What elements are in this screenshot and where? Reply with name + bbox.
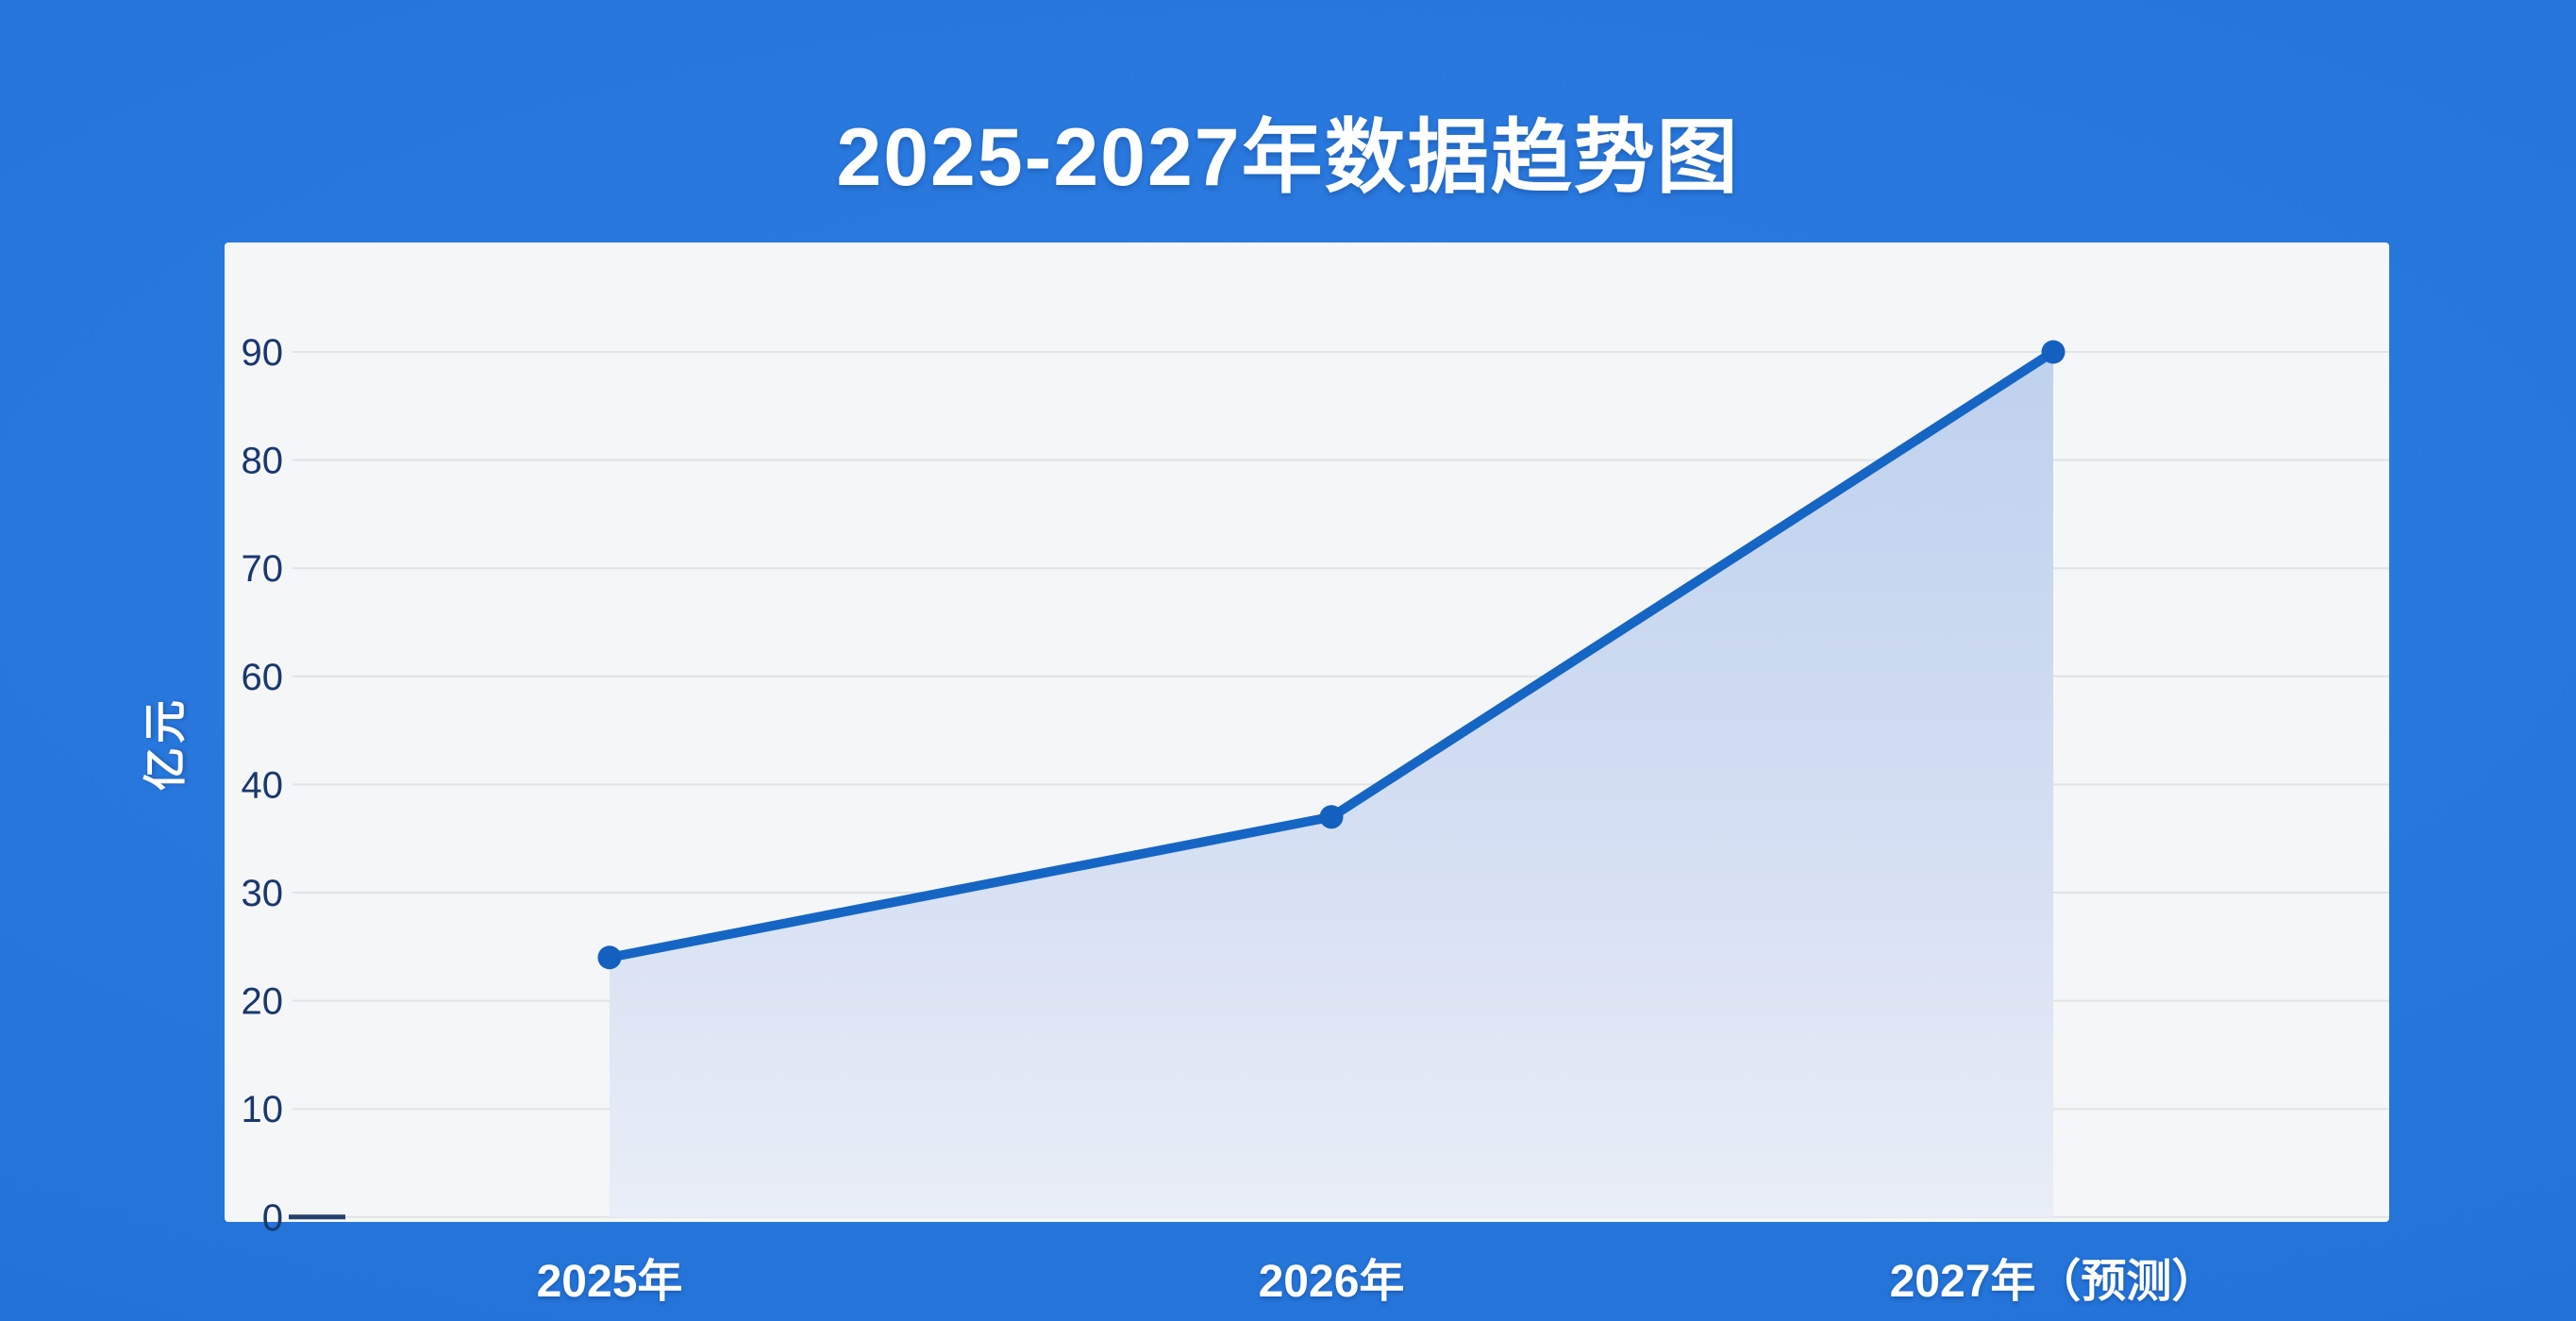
y-tick-label: 30 <box>242 873 284 914</box>
data-point <box>1319 805 1344 829</box>
y-tick-label: 0 <box>262 1197 283 1239</box>
x-axis-label: 2025年 <box>536 1257 683 1307</box>
x-axis-label: 2026年 <box>1258 1257 1405 1307</box>
data-point <box>2041 340 2066 364</box>
y-tick-label: 10 <box>242 1089 284 1130</box>
data-point <box>597 945 622 970</box>
y-tick-label: 90 <box>242 332 284 374</box>
y-tick-label: 70 <box>242 548 284 590</box>
trend-chart: 0 10 20 30 40 60 70 80 90 <box>242 332 2389 1239</box>
y-tick-label: 60 <box>242 657 284 698</box>
chart-title: 2025-2027年数据趋势图 <box>836 112 1740 203</box>
chart-card: 0 10 20 30 40 60 70 80 90 <box>225 242 2389 1239</box>
y-tick-label: 20 <box>242 981 284 1023</box>
area-fill <box>610 352 2053 1217</box>
y-tick-label: 80 <box>242 441 284 482</box>
y-tick-label: 40 <box>242 764 284 806</box>
x-axis-label: 2027年（预测） <box>1889 1257 2217 1307</box>
y-axis-title: 亿元 <box>141 696 190 791</box>
